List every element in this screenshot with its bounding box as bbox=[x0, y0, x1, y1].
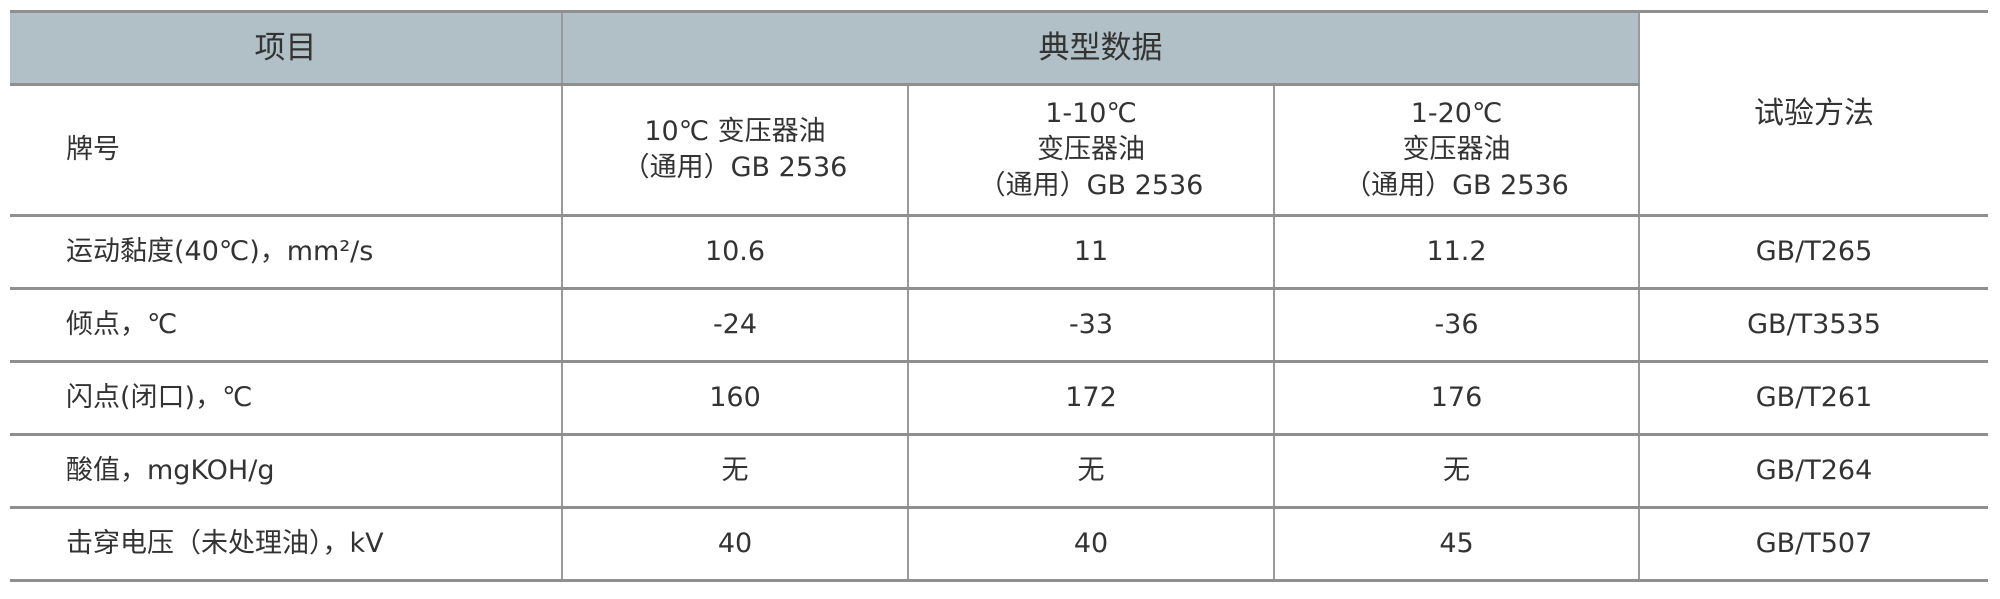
value-cell: 40 bbox=[561, 506, 909, 582]
product-line: （通用）GB 2536 bbox=[1344, 170, 1569, 201]
product-cell: 1-10℃ 变压器油 （通用）GB 2536 bbox=[907, 83, 1275, 217]
value-cell: 45 bbox=[1273, 506, 1640, 582]
method-cell: GB/T507 bbox=[1638, 506, 1988, 582]
method-cell: GB/T261 bbox=[1638, 360, 1988, 436]
value-cell: -36 bbox=[1273, 287, 1640, 363]
table-row: 运动黏度(40℃)，mm²/s 10.6 11 11.2 GB/T265 bbox=[10, 214, 1988, 290]
table-row: 倾点，℃ -24 -33 -36 GB/T3535 bbox=[10, 287, 1988, 363]
method-cell: GB/T265 bbox=[1638, 214, 1988, 290]
brand-label: 牌号 bbox=[10, 83, 563, 217]
table-row: 击穿电压（未处理油），kV 40 40 45 GB/T507 bbox=[10, 506, 1988, 582]
product-line: （通用）GB 2536 bbox=[622, 152, 848, 183]
product-line: 变压器油 bbox=[1402, 134, 1511, 165]
header-typical-data: 典型数据 bbox=[561, 10, 1640, 86]
value-cell: 无 bbox=[1273, 433, 1640, 509]
row-label: 闪点(闭口)，℃ bbox=[10, 360, 563, 436]
row-label: 酸值，mgKOH/g bbox=[10, 433, 563, 509]
value-cell: 无 bbox=[907, 433, 1275, 509]
product-line: 变压器油 bbox=[1037, 134, 1145, 165]
value-cell: -24 bbox=[561, 287, 909, 363]
value-cell: 无 bbox=[561, 433, 909, 509]
row-label: 击穿电压（未处理油），kV bbox=[10, 506, 563, 582]
product-line: （通用）GB 2536 bbox=[978, 170, 1204, 201]
value-cell: 160 bbox=[561, 360, 909, 436]
value-cell: 11.2 bbox=[1273, 214, 1640, 290]
value-cell: 10.6 bbox=[561, 214, 909, 290]
value-cell: 172 bbox=[907, 360, 1275, 436]
value-cell: 11 bbox=[907, 214, 1275, 290]
value-cell: 40 bbox=[907, 506, 1275, 582]
header-item: 项目 bbox=[10, 10, 563, 86]
header-row: 项目 典型数据 试验方法 bbox=[10, 10, 1988, 217]
method-cell: GB/T3535 bbox=[1638, 287, 1988, 363]
header-test-method: 试验方法 bbox=[1638, 10, 1988, 217]
spec-table: 项目 典型数据 试验方法 牌号 10℃ 变压器油 （通用）GB 2536 1-1… bbox=[10, 10, 1988, 582]
table-row: 酸值，mgKOH/g 无无无 GB/T264 bbox=[10, 433, 1988, 509]
product-line: 1-10℃ bbox=[1045, 98, 1137, 129]
table-row: 闪点(闭口)，℃ 160 172 176 GB/T261 bbox=[10, 360, 1988, 436]
value-cell: 176 bbox=[1273, 360, 1640, 436]
product-cell: 10℃ 变压器油 （通用）GB 2536 bbox=[561, 83, 909, 217]
product-line: 10℃ 变压器油 bbox=[644, 116, 826, 147]
row-label: 运动黏度(40℃)，mm²/s bbox=[10, 214, 563, 290]
row-label: 倾点，℃ bbox=[10, 287, 563, 363]
product-cell: 1-20℃ 变压器油 （通用）GB 2536 bbox=[1273, 83, 1639, 217]
brand-row: 牌号 10℃ 变压器油 （通用）GB 2536 1-10℃ 变压器油 （通用）G… bbox=[10, 83, 1988, 217]
product-line: 1-20℃ bbox=[1410, 98, 1503, 129]
method-cell: GB/T264 bbox=[1638, 433, 1988, 509]
value-cell: -33 bbox=[907, 287, 1275, 363]
